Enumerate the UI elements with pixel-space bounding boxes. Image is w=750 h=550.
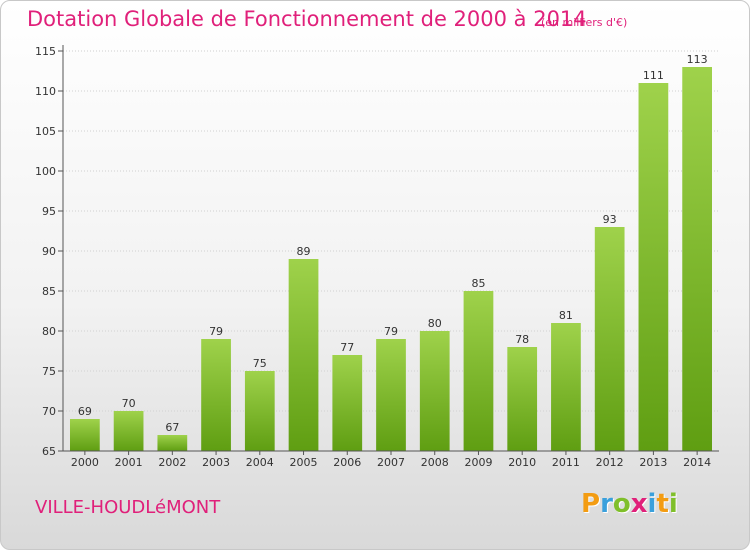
- bar-value-label: 111: [643, 69, 664, 82]
- y-tick-label: 70: [42, 405, 56, 418]
- bar-value-label: 70: [122, 397, 136, 410]
- y-tick-label: 100: [35, 165, 56, 178]
- bar-value-label: 93: [603, 213, 617, 226]
- y-tick-label: 80: [42, 325, 56, 338]
- x-tick-label: 2014: [683, 456, 711, 469]
- bar-value-label: 81: [559, 309, 573, 322]
- axes: 65 70 75 80 85 90 95 100 105 110 115 2000 2001 2002 20…: [35, 45, 719, 469]
- bar-2011: [551, 323, 581, 451]
- bar-value-label: 85: [471, 277, 485, 290]
- bar-2010: [507, 347, 538, 451]
- bar-value-label: 75: [253, 357, 267, 370]
- x-tick-label: 2011: [552, 456, 580, 469]
- logo-letter: i: [668, 489, 678, 519]
- bar-2006: [332, 355, 363, 451]
- y-tick-label: 110: [35, 85, 56, 98]
- bar-value-label: 69: [78, 405, 92, 418]
- bar-value-label: 78: [515, 333, 529, 346]
- logo-letter: t: [656, 489, 669, 519]
- bar-2012: [594, 227, 625, 451]
- logo-letter: r: [600, 489, 613, 519]
- x-tick-label: 2009: [464, 456, 492, 469]
- x-tick-label: 2001: [115, 456, 143, 469]
- bar-2007: [376, 339, 406, 451]
- logo-letter: x: [630, 489, 648, 519]
- bar-value-label: 113: [687, 53, 708, 66]
- bar-value-label: 79: [209, 325, 223, 338]
- x-tick-label: 2004: [246, 456, 274, 469]
- bar-2014: [682, 67, 713, 451]
- chart-subtitle: (en milliers d'€): [541, 16, 628, 29]
- bar-value-label: 89: [297, 245, 311, 258]
- bar-2008: [419, 331, 450, 451]
- logo-letter: o: [612, 489, 631, 519]
- y-tick-label: 65: [42, 445, 56, 458]
- proxiti-logo: Proxiti: [581, 489, 678, 519]
- bar-2002: [157, 435, 188, 451]
- bar-2009: [463, 291, 494, 451]
- y-tick-label: 85: [42, 285, 56, 298]
- y-tick-label: 95: [42, 205, 56, 218]
- logo-letter: i: [647, 489, 657, 519]
- x-tick-label: 2010: [508, 456, 536, 469]
- x-tick-label: 2003: [202, 456, 230, 469]
- x-tick-label: 2013: [639, 456, 667, 469]
- x-tick-label: 2008: [421, 456, 449, 469]
- chart-title: Dotation Globale de Fonctionnement de 20…: [27, 7, 587, 31]
- x-tick-label: 2002: [158, 456, 186, 469]
- x-tick-label: 2012: [596, 456, 624, 469]
- data-labels: 69 70 67 79 75 89 77 79 80 85 78 81 93 111 113: [78, 53, 708, 434]
- bars: [69, 67, 713, 451]
- bar-value-label: 67: [165, 421, 179, 434]
- bar-2005: [288, 259, 319, 451]
- bar-2000: [69, 419, 100, 451]
- y-tick-label: 90: [42, 245, 56, 258]
- bar-value-label: 79: [384, 325, 398, 338]
- y-tick-label: 115: [35, 45, 56, 58]
- bar-2001: [113, 411, 144, 451]
- commune-name: VILLE-HOUDLéMONT: [35, 497, 221, 518]
- bar-2013: [638, 83, 669, 451]
- x-tick-label: 2007: [377, 456, 405, 469]
- logo-letter: P: [581, 489, 601, 519]
- x-tick-label: 2005: [290, 456, 318, 469]
- y-tick-label: 105: [35, 125, 56, 138]
- bar-2003: [201, 339, 231, 451]
- y-tick-label: 75: [42, 365, 56, 378]
- x-tick-label: 2000: [71, 456, 99, 469]
- bar-2004: [244, 371, 275, 451]
- bar-value-label: 77: [340, 341, 354, 354]
- x-tick-label: 2006: [333, 456, 361, 469]
- bar-value-label: 80: [428, 317, 442, 330]
